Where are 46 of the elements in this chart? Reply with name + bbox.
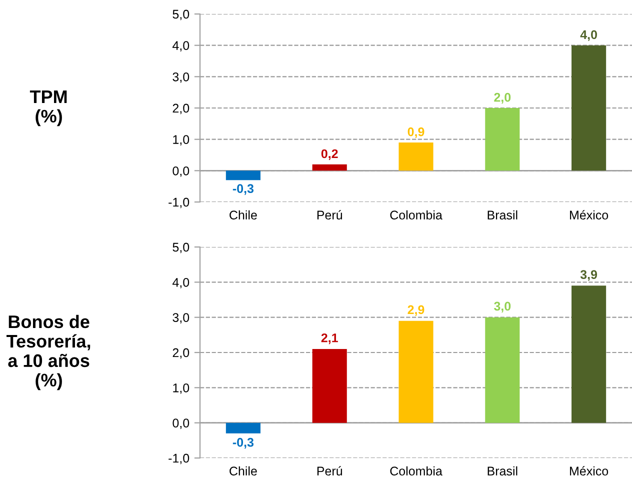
x-tick-label: México bbox=[570, 210, 608, 220]
x-tick-label: Brasil bbox=[488, 466, 518, 476]
bar bbox=[485, 108, 520, 171]
y-axis-title: TPM (%) bbox=[30, 90, 67, 126]
y-tick-label: -1,0 bbox=[168, 454, 190, 464]
y-tick-label: 3,0 bbox=[172, 313, 190, 324]
data-label: 3,0 bbox=[494, 302, 511, 312]
x-tick-label: Chile bbox=[230, 210, 257, 220]
x-tick-label: Colombia bbox=[390, 210, 442, 220]
bar bbox=[398, 320, 434, 423]
x-tick-label: México bbox=[570, 466, 608, 476]
bar bbox=[312, 164, 347, 171]
x-tick-label: Perú bbox=[317, 466, 342, 476]
bar bbox=[485, 317, 520, 423]
y-tick-label: 3,0 bbox=[172, 72, 190, 83]
y-tick-label: 0,0 bbox=[172, 418, 190, 429]
x-tick-label: Colombia bbox=[390, 466, 442, 476]
data-label: 0,9 bbox=[408, 127, 424, 138]
y-tick-label: 4,0 bbox=[172, 41, 190, 52]
data-label: 2,0 bbox=[494, 92, 511, 104]
bar bbox=[312, 348, 347, 423]
y-tick-label: 0,0 bbox=[172, 166, 190, 177]
x-tick-label: Perú bbox=[317, 210, 342, 220]
bar bbox=[226, 170, 260, 180]
data-label: -0,3 bbox=[232, 184, 254, 195]
y-tick-label: 1,0 bbox=[173, 383, 190, 394]
y-axis-title: Bonos de Tesorería, a 10 años (%) bbox=[6, 314, 90, 390]
y-tick-label: 5,0 bbox=[172, 10, 190, 20]
bar bbox=[398, 142, 434, 171]
x-tick-label: Chile bbox=[230, 466, 257, 476]
data-label: 4,0 bbox=[580, 30, 597, 41]
y-tick-label: 2,0 bbox=[172, 104, 190, 114]
bar bbox=[572, 286, 606, 423]
data-label: 2,1 bbox=[321, 333, 338, 344]
data-label: -0,3 bbox=[232, 438, 254, 449]
y-tick-label: 2,0 bbox=[172, 348, 190, 359]
data-label: 2,9 bbox=[408, 305, 424, 316]
y-tick-label: 1,0 bbox=[173, 135, 190, 146]
x-tick-label: Brasil bbox=[488, 210, 518, 220]
bar bbox=[226, 422, 260, 434]
y-tick-label: 4,0 bbox=[172, 278, 190, 288]
y-tick-label: 5,0 bbox=[172, 242, 190, 254]
data-label: 0,2 bbox=[321, 149, 338, 160]
y-tick-label: -1,0 bbox=[168, 198, 190, 208]
data-label: 3,9 bbox=[580, 270, 598, 281]
bar bbox=[572, 45, 606, 171]
